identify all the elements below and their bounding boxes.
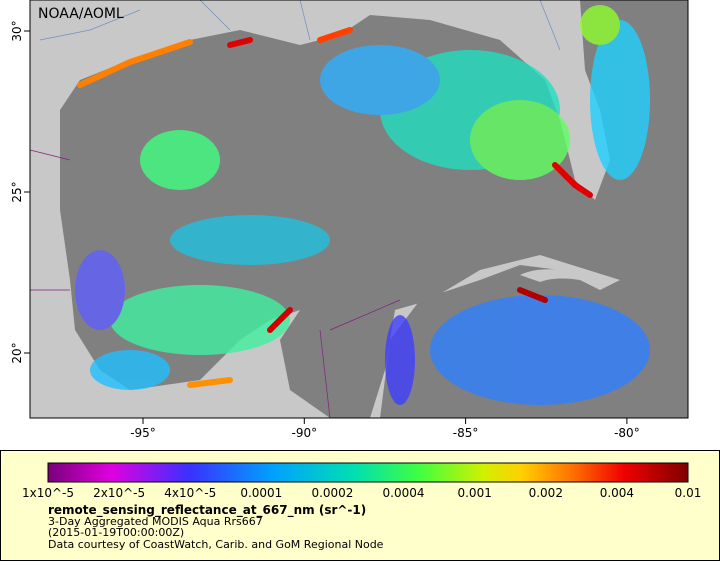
colorbar-labels: 1x10^-5 2x10^-5 4x10^-5 0.0001 0.0002 0.0004 0… — [22, 486, 701, 500]
lat-label: 25° — [10, 181, 24, 202]
colorbar-label: 0.0001 — [240, 486, 282, 500]
colorbar-label: 0.002 — [529, 486, 563, 500]
colorbar-label: 2x10^-5 — [93, 486, 145, 500]
colorbar-label: 0.01 — [675, 486, 702, 500]
map-frame — [29, 0, 689, 419]
lat-label: 20° — [10, 342, 24, 363]
variable-name: remote_sensing_reflectance_at_667_nm (sr… — [48, 503, 366, 518]
colorbar — [47, 462, 689, 483]
map — [30, 0, 688, 418]
lat-axis: 30° 25° 20° — [10, 20, 30, 364]
borders — [30, 149, 401, 418]
credit: Data courtesy of CoastWatch, Carib. and … — [48, 538, 384, 551]
time: (2015-01-19T00:00:00Z) — [48, 526, 184, 539]
watermark: NOAA/AOML — [38, 6, 124, 22]
colorbar-label: 1x10^-5 — [22, 486, 74, 500]
colorbar-label: 0.0002 — [311, 486, 353, 500]
dataset: 3-Day Aggregated MODIS Aqua Rrs667 — [48, 515, 263, 528]
rivers — [39, 0, 561, 51]
cuba — [520, 269, 610, 285]
lat-label: 30° — [10, 20, 24, 41]
colorbar-label: 4x10^-5 — [164, 486, 216, 500]
no-data-strip — [655, 0, 688, 418]
lon-label: -80° — [614, 426, 640, 440]
colorbar-label: 0.0004 — [383, 486, 425, 500]
lon-label: -85° — [453, 426, 479, 440]
colorbar-label: 0.004 — [600, 486, 634, 500]
lon-label: -95° — [130, 426, 156, 440]
coastal-highs — [77, 27, 593, 388]
lon-label: -90° — [291, 426, 317, 440]
colorbar-label: 0.001 — [457, 486, 491, 500]
lon-axis: -95° -90° -85° -80° — [130, 418, 640, 440]
reflectance-field — [75, 5, 650, 405]
